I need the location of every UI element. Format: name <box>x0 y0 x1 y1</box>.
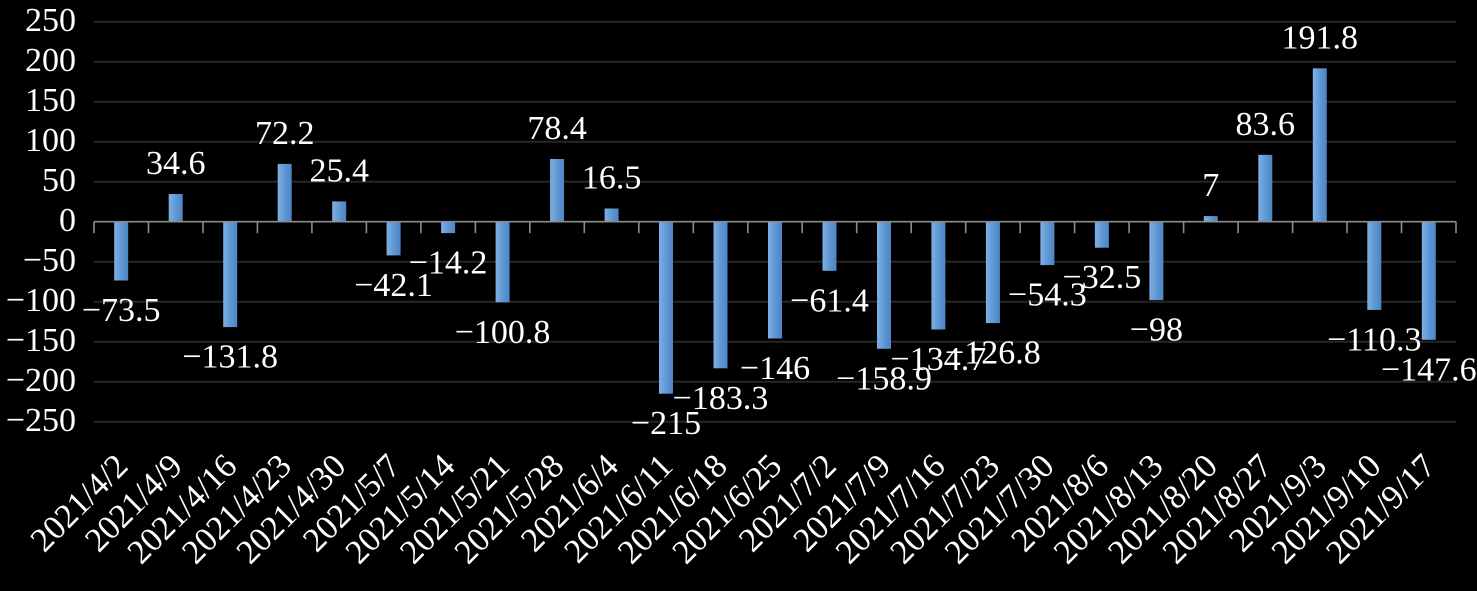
svg-text:−100.8: −100.8 <box>455 314 551 351</box>
svg-text:−14.2: −14.2 <box>409 245 488 282</box>
svg-text:−126.8: −126.8 <box>945 335 1041 372</box>
svg-text:191.8: 191.8 <box>1282 19 1359 56</box>
svg-text:83.6: 83.6 <box>1236 106 1296 143</box>
svg-text:200: 200 <box>25 42 76 79</box>
svg-text:7: 7 <box>1202 167 1219 204</box>
svg-text:150: 150 <box>25 82 76 119</box>
svg-text:−98: −98 <box>1130 312 1183 349</box>
svg-text:−146: −146 <box>740 350 810 387</box>
svg-text:72.2: 72.2 <box>255 115 315 152</box>
svg-text:−54.3: −54.3 <box>1008 277 1087 314</box>
svg-text:−61.4: −61.4 <box>790 282 869 319</box>
svg-text:−131.8: −131.8 <box>182 339 278 376</box>
svg-text:−200: −200 <box>6 362 76 399</box>
svg-text:−250: −250 <box>6 402 76 439</box>
svg-text:−110.3: −110.3 <box>1327 321 1421 358</box>
svg-text:50: 50 <box>42 162 76 199</box>
svg-text:−50: −50 <box>23 242 76 279</box>
svg-text:−215: −215 <box>631 405 701 442</box>
svg-text:−100: −100 <box>6 282 76 319</box>
svg-text:−42.1: −42.1 <box>354 267 433 304</box>
svg-text:250: 250 <box>25 2 76 39</box>
svg-text:−32.5: −32.5 <box>1063 259 1142 296</box>
svg-text:−147.6: −147.6 <box>1381 351 1477 388</box>
svg-text:−150: −150 <box>6 322 76 359</box>
svg-text:−158.9: −158.9 <box>836 360 932 397</box>
svg-text:25.4: 25.4 <box>309 152 369 189</box>
svg-text:−73.5: −73.5 <box>82 292 161 329</box>
svg-text:78.4: 78.4 <box>527 110 587 147</box>
svg-text:16.5: 16.5 <box>582 160 642 197</box>
svg-text:−134.7: −134.7 <box>891 341 987 378</box>
svg-text:0: 0 <box>59 202 76 239</box>
svg-text:34.6: 34.6 <box>146 145 206 182</box>
svg-text:100: 100 <box>25 122 76 159</box>
svg-text:−183.3: −183.3 <box>673 380 769 417</box>
